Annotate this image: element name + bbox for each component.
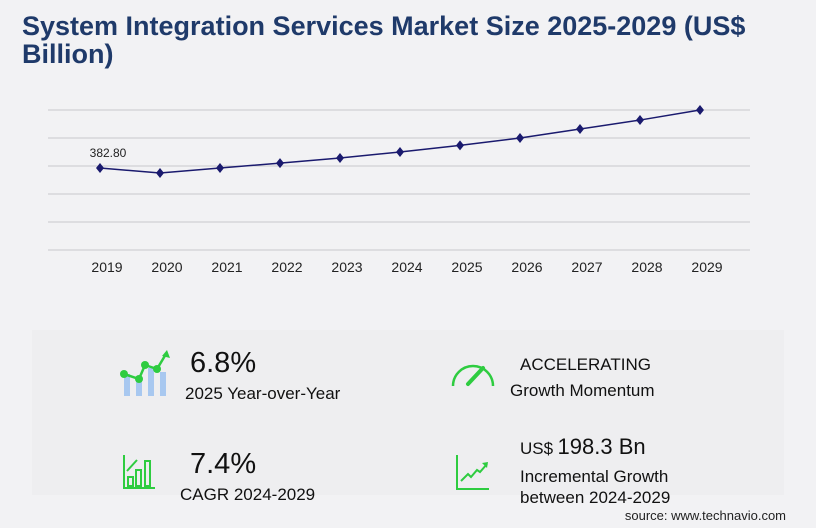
x-tick-label: 2023 — [331, 259, 362, 275]
data-point-2025 — [456, 140, 464, 151]
data-point-2029 — [696, 105, 704, 115]
growth-chart-icon — [120, 350, 170, 396]
source-text: source: www.technavio.com — [624, 508, 786, 523]
data-label: 382.80 — [90, 146, 127, 160]
kpi-panel — [32, 330, 784, 495]
data-point-2028 — [636, 115, 644, 126]
incremental-value-row: US$ 198.3 Bn — [520, 434, 646, 460]
bar-growth-icon — [123, 455, 155, 489]
speedometer-icon — [451, 364, 495, 387]
cagr-label: CAGR 2024-2029 — [180, 485, 316, 504]
x-tick-label: 2029 — [691, 259, 722, 275]
x-tick-label: 2022 — [271, 259, 302, 275]
x-tick-label: 2020 — [151, 259, 182, 275]
x-tick-label: 2027 — [571, 259, 602, 275]
data-point-2019 — [96, 163, 104, 174]
incremental-label-1: Incremental Growth — [520, 467, 669, 486]
x-tick-label: 2024 — [391, 259, 422, 275]
x-tick-label: 2028 — [631, 259, 662, 275]
data-point-2021 — [216, 163, 224, 174]
incremental-value: 198.3 Bn — [557, 434, 646, 459]
x-tick-label: 2019 — [91, 259, 122, 275]
x-tick-label: 2021 — [211, 259, 242, 275]
data-point-2020 — [156, 168, 164, 179]
trend-up-icon — [456, 455, 489, 490]
incremental-label-2: between 2024-2029 — [520, 488, 671, 507]
cagr-value: 7.4% — [190, 448, 257, 480]
line-chart: 2019 382.80 2020 2021 2022 2023 2024 2025 2026 20… — [48, 105, 750, 275]
chart-title: System Integration Services Market Size … — [22, 11, 746, 69]
data-point-2022 — [276, 158, 284, 169]
momentum-label: Growth Momentum — [510, 381, 655, 400]
x-tick-label: 2025 — [451, 259, 482, 275]
currency-prefix: US$ — [520, 439, 554, 458]
yoy-value: 6.8% — [190, 347, 257, 379]
data-point-2024 — [396, 146, 404, 157]
data-point-2023 — [336, 153, 344, 164]
data-point-2026 — [516, 133, 524, 144]
yoy-label: 2025 Year-over-Year — [185, 384, 341, 403]
x-tick-label: 2026 — [511, 259, 542, 275]
series-line — [99, 109, 701, 174]
data-point-2027 — [576, 124, 584, 135]
momentum-value: ACCELERATING — [520, 355, 651, 374]
